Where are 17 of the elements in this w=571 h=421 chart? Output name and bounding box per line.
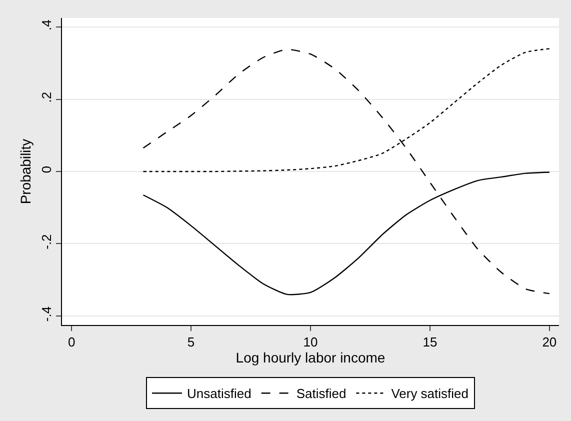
x-tick-label: 10	[303, 334, 318, 350]
line-series	[142, 48, 550, 294]
y-tick-label: 0	[38, 166, 54, 174]
x-axis-title: Log hourly labor income	[236, 350, 386, 366]
y-tick-label: -.4	[38, 306, 54, 322]
x-tick-label: 15	[422, 334, 438, 350]
y-tick-label: .4	[38, 20, 54, 30]
legend-label: Unsatisfied	[187, 386, 252, 402]
y-tick-label: -.2	[38, 234, 54, 250]
line-series	[142, 172, 550, 296]
x-tick-label: 0	[68, 334, 76, 350]
legend-label: Satisfied	[296, 386, 346, 402]
y-axis-title: Probability	[17, 138, 34, 204]
x-tick-label: 5	[187, 334, 195, 350]
x-tick-label: 20	[542, 334, 557, 350]
legend-label: Very satisfied	[391, 386, 469, 402]
y-tick-label: .2	[38, 92, 54, 103]
